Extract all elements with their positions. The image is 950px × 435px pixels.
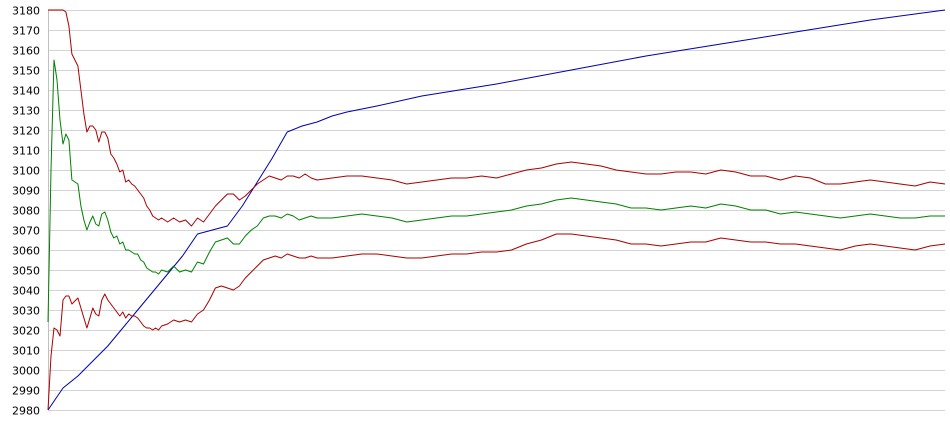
y-tick-label: 3090	[12, 185, 40, 198]
y-tick-label: 3010	[12, 345, 40, 358]
y-tick-label: 3070	[12, 225, 40, 238]
series-line-4	[47, 233, 946, 411]
y-tick-label: 3140	[12, 85, 40, 98]
grid-lines	[48, 10, 945, 411]
y-tick-label: 3100	[12, 165, 40, 178]
y-tick-label: 3180	[12, 5, 40, 18]
y-tick-label: 3030	[12, 305, 40, 318]
y-tick-label: 3040	[12, 285, 40, 298]
y-tick-label: 3160	[12, 45, 40, 58]
series-line-2	[48, 9, 946, 227]
y-axis-tick-labels: 2980 2990 3000 3010 3020 3030 3040 3050 3060 3070…	[12, 5, 40, 418]
y-tick-label: 3020	[12, 325, 40, 338]
y-tick-label: 3050	[12, 265, 40, 278]
y-tick-label: 3060	[12, 245, 40, 258]
y-tick-label: 3120	[12, 125, 40, 138]
y-tick-label: 2990	[12, 385, 40, 398]
y-tick-label: 3080	[12, 205, 40, 218]
y-tick-label: 3130	[12, 105, 40, 118]
y-tick-label: 3150	[12, 65, 40, 78]
y-tick-label: 3110	[12, 145, 40, 158]
series-line-3	[47, 59, 945, 323]
series-line-1	[47, 9, 946, 411]
y-tick-label: 3000	[12, 365, 40, 378]
series-group	[47, 9, 946, 411]
y-tick-label: 2980	[12, 405, 40, 418]
y-tick-label: 3170	[12, 25, 40, 38]
